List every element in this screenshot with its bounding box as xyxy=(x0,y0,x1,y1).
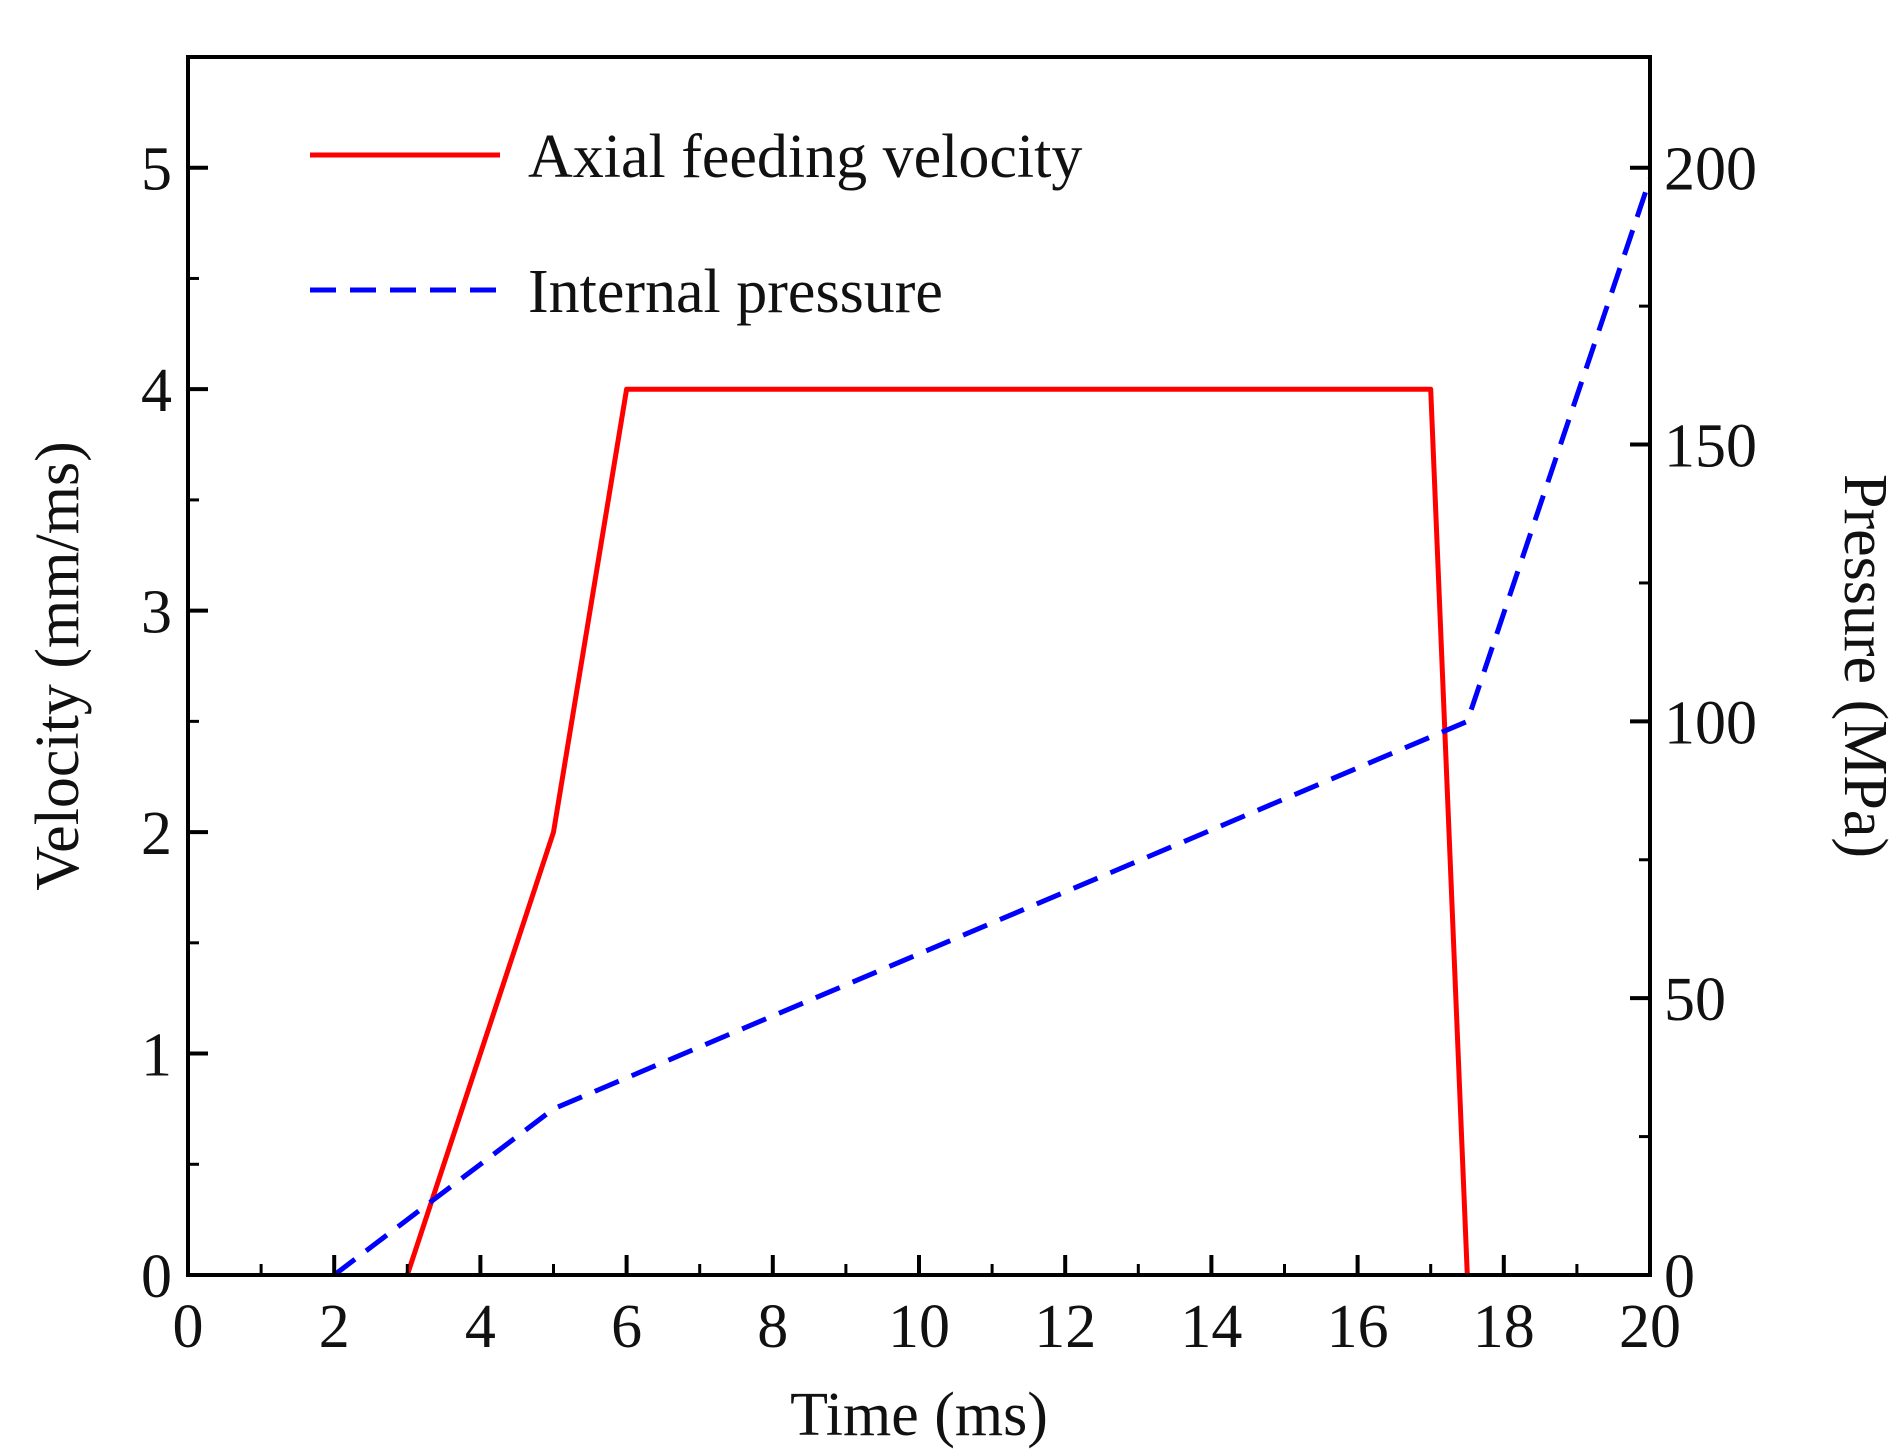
x-tick-label: 0 xyxy=(173,1293,204,1361)
x-tick-label: 14 xyxy=(1180,1293,1242,1361)
plot-lines xyxy=(332,178,1653,1277)
ticks xyxy=(186,55,1652,1277)
y-left-tick-label: 2 xyxy=(141,800,172,868)
y-right-tick-label: 200 xyxy=(1664,136,1757,204)
y-right-tick-label: 100 xyxy=(1664,689,1757,757)
x-tick-label: 10 xyxy=(888,1293,950,1361)
series-line-velocity xyxy=(404,386,1470,1276)
y-left-tick-label: 4 xyxy=(141,357,172,425)
x-tick-label: 18 xyxy=(1473,1293,1535,1361)
x-tick-label: 12 xyxy=(1034,1293,1096,1361)
y-left-tick-label: 1 xyxy=(141,1022,172,1090)
x-tick-label: 16 xyxy=(1327,1293,1389,1361)
y-left-tick-label: 3 xyxy=(141,579,172,647)
series-line-pressure xyxy=(332,178,1653,1277)
x-tick-label: 4 xyxy=(465,1293,496,1361)
y-right-tick-label: 0 xyxy=(1664,1243,1695,1311)
legend: Axial feeding velocity Internal pressure xyxy=(310,123,1082,326)
plot-frame xyxy=(186,55,1652,1277)
x-tick-label: 6 xyxy=(611,1293,642,1361)
right-y-axis-title: Pressure (MPa) xyxy=(1831,474,1894,858)
x-tick-label: 8 xyxy=(757,1293,788,1361)
y-right-tick-label: 150 xyxy=(1664,413,1757,481)
left-y-axis-title: Velocity (mm/ms) xyxy=(24,441,92,890)
y-left-tick-label: 0 xyxy=(141,1243,172,1311)
legend-label-velocity: Axial feeding velocity xyxy=(528,123,1082,191)
y-left-tick-label: 5 xyxy=(141,136,172,204)
x-tick-label: 2 xyxy=(319,1293,350,1361)
legend-label-pressure: Internal pressure xyxy=(528,258,943,326)
y-right-tick-label: 50 xyxy=(1664,966,1726,1034)
x-axis-title: Time (ms) xyxy=(790,1381,1048,1449)
x-tick-label: 20 xyxy=(1619,1293,1681,1361)
